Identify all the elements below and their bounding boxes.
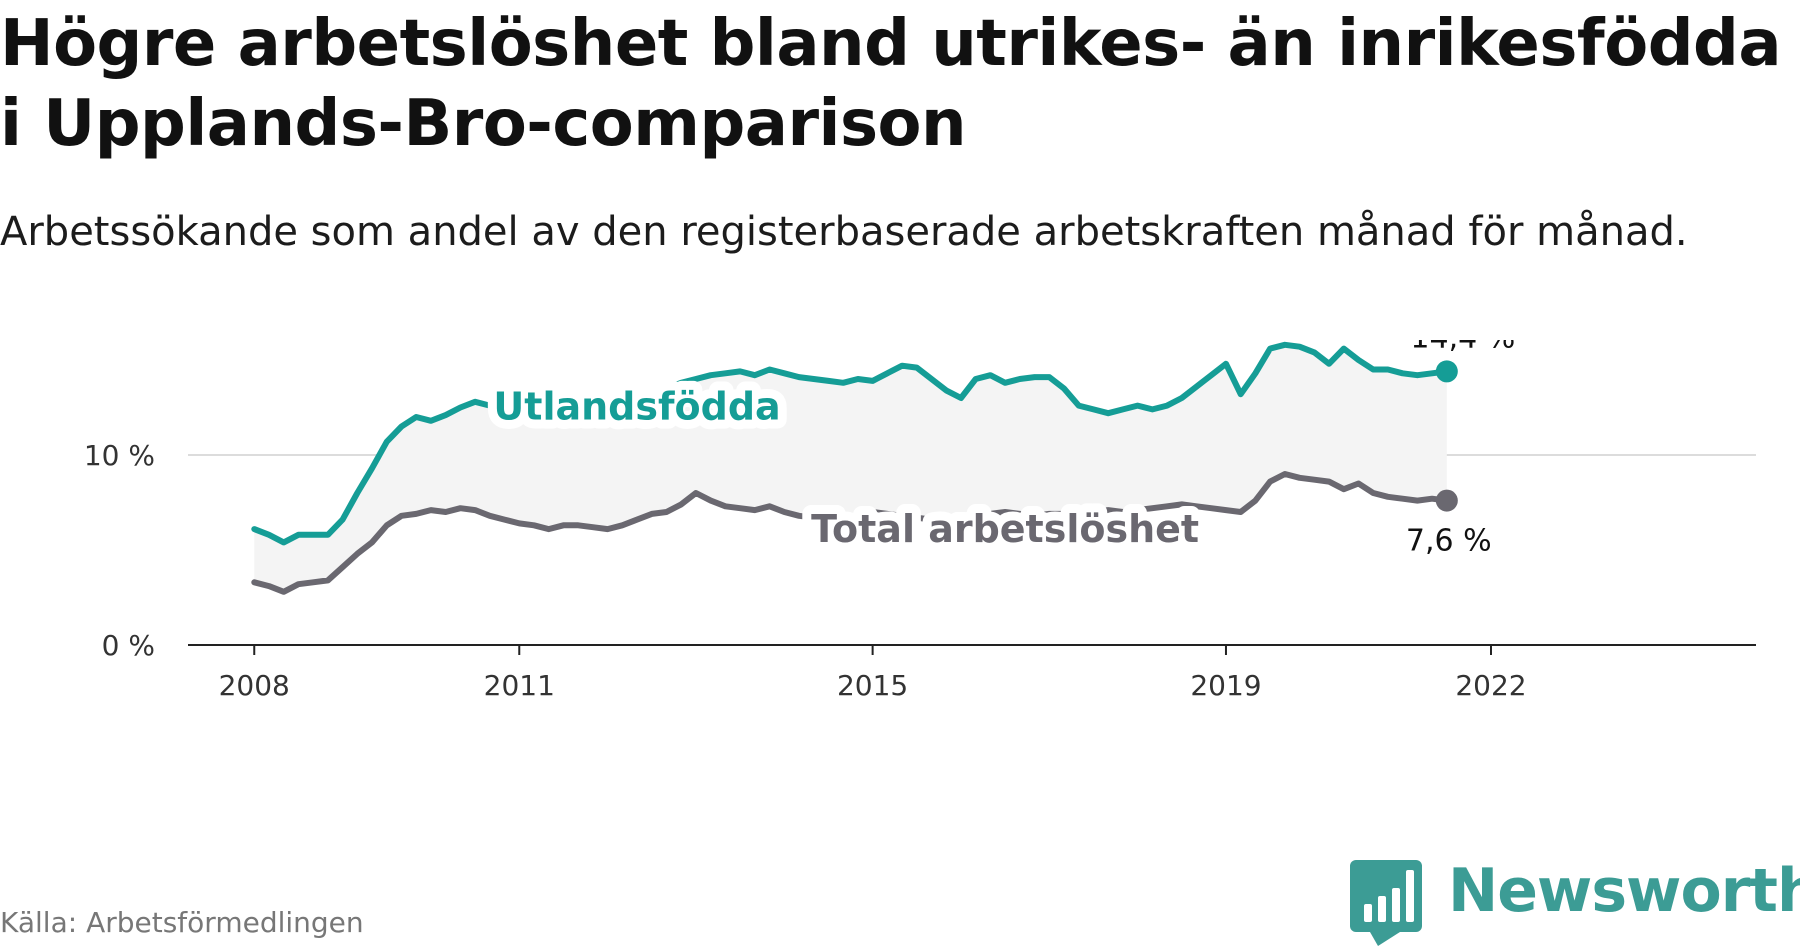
series-label-utlandsfodda: Utlandsfödda — [493, 385, 780, 429]
newsworthy-wordmark: Newsworthy — [1448, 856, 1800, 926]
y-tick-label: 10 % — [84, 439, 155, 472]
line-chart: 0 % 10 % 2008 2011 2015 2019 2022 Utlandsfödda… — [84, 340, 1756, 702]
chart-subtitle: Arbetssökande som andel av den registerb… — [0, 209, 1688, 255]
x-tick-label: 2011 — [484, 669, 555, 702]
x-tick-label: 2019 — [1190, 669, 1261, 702]
x-tick-label: 2022 — [1455, 669, 1526, 702]
chart-title: Högre arbetslöshet bland utrikes- än inr… — [0, 7, 1782, 161]
series-layer — [251, 341, 1458, 595]
label-layer: Utlandsfödda Total arbetslöshet 14,4 % 7,6 … — [484, 340, 1515, 560]
newsworthy-logo — [1348, 858, 1434, 948]
series-line-total — [251, 471, 1450, 595]
end-label-utlandsfodda: 14,4 % — [1410, 340, 1515, 355]
series-line-utlandsfodda — [251, 341, 1450, 546]
end-point-utlandsfodda — [1435, 360, 1458, 383]
end-point-total — [1435, 489, 1458, 512]
y-tick-label: 0 % — [102, 629, 155, 662]
gap-band — [254, 344, 1447, 592]
band-layer — [254, 344, 1447, 592]
x-tick-label: 2015 — [837, 669, 908, 702]
x-tick-label: 2008 — [219, 669, 290, 702]
newsworthy-logo-icon — [1350, 860, 1422, 946]
source-note: Källa: Arbetsförmedlingen — [0, 906, 364, 939]
axis-layer: 0 % 10 % 2008 2011 2015 2019 2022 — [84, 439, 1756, 702]
end-label-total: 7,6 % — [1406, 524, 1492, 559]
series-label-total: Total arbetslöshet — [811, 507, 1199, 551]
